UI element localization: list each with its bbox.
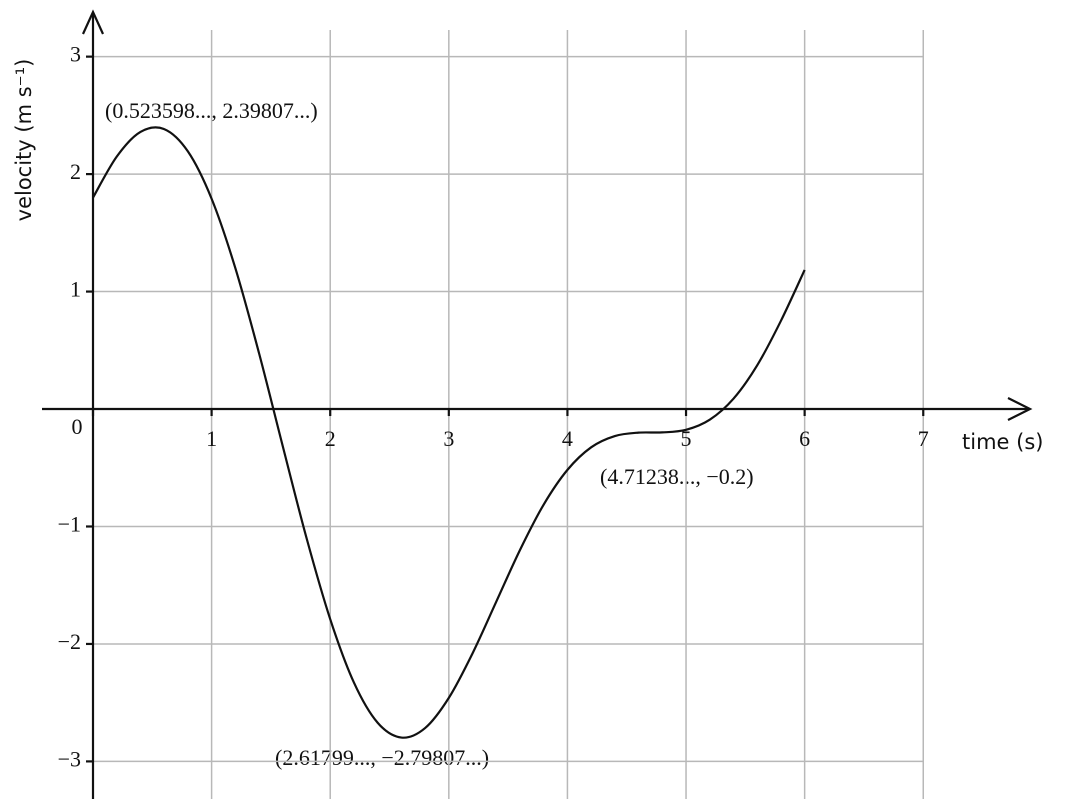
- x-axis-arrow: [1007, 397, 1033, 422]
- y-tick-label: −1: [58, 512, 81, 537]
- x-tick-label: 6: [799, 426, 810, 451]
- x-axis-label: time (s): [962, 430, 1043, 454]
- x-tick-label: 5: [681, 426, 692, 451]
- x-tick-label: 1: [206, 426, 217, 451]
- x-tick-label: 0: [72, 414, 83, 439]
- y-axis-label: velocity (m s⁻¹): [12, 59, 36, 222]
- y-tick-label: −2: [58, 629, 81, 654]
- curve: [92, 126, 806, 739]
- x-tick-label: 7: [918, 426, 929, 451]
- annotation: (4.71238..., −0.2): [600, 464, 754, 489]
- y-tick-label: 3: [70, 42, 81, 67]
- y-tick-label: 1: [70, 277, 81, 302]
- x-tick-label: 4: [562, 426, 573, 451]
- y-axis-arrow: [81, 9, 105, 35]
- y-tick-label: 2: [70, 159, 81, 184]
- y-tick-label: −3: [58, 746, 81, 771]
- x-tick-label: 2: [325, 426, 336, 451]
- x-tick-label: 3: [443, 426, 454, 451]
- annotation: (2.61799..., −2.79807...): [275, 745, 489, 770]
